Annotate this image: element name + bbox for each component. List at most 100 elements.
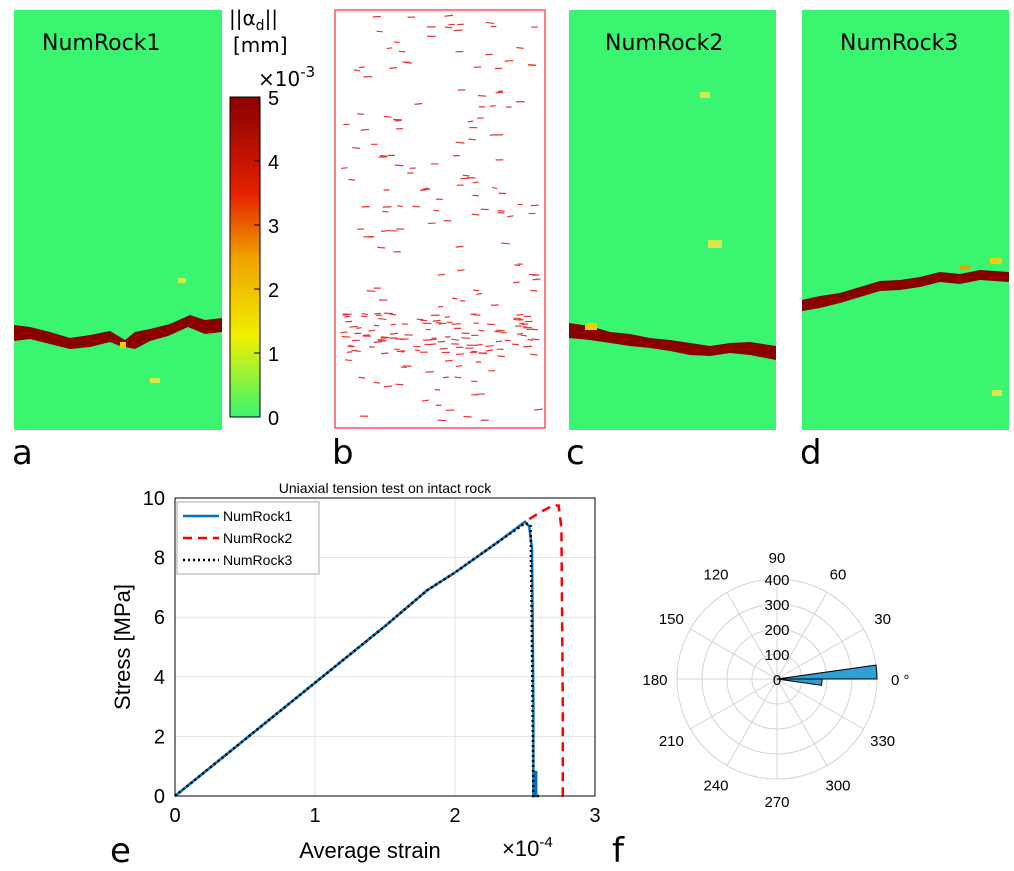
- crack-mark: [445, 360, 453, 361]
- field-background: [569, 10, 776, 430]
- angle-tick-label: 60: [830, 566, 847, 583]
- crack-mark: [512, 344, 519, 345]
- crack-map-frame: [335, 10, 545, 428]
- crack-mark: [445, 27, 452, 28]
- crack-mark: [473, 182, 478, 183]
- angle-tick-label: 150: [659, 611, 684, 628]
- crack-mark: [438, 341, 445, 342]
- chart-legend: NumRock1 NumRock2 NumRock3: [177, 502, 319, 574]
- panel-b-crack-map: b: [332, 10, 545, 473]
- crack-mark: [350, 326, 358, 327]
- crack-mark: [531, 205, 539, 206]
- x-tick-label: 0: [169, 805, 180, 827]
- crack-mark: [496, 341, 502, 342]
- x-tick-label: 1: [309, 805, 320, 827]
- radial-tick-label: 100: [764, 647, 789, 664]
- damage-spot: [585, 323, 597, 330]
- angle-tick-label: 30: [874, 611, 891, 628]
- crack-mark: [361, 129, 369, 130]
- panel-a-title: NumRock1: [42, 31, 160, 56]
- crack-mark: [447, 322, 452, 323]
- polar-spoke: [690, 679, 777, 729]
- polar-bin: [777, 679, 822, 685]
- crack-mark: [497, 211, 504, 212]
- crack-mark: [452, 324, 461, 325]
- crack-mark: [461, 338, 470, 339]
- angle-tick-label: 240: [703, 778, 728, 795]
- crack-mark: [514, 318, 521, 319]
- crack-mark: [367, 291, 376, 292]
- legend-label: NumRock2: [223, 530, 292, 546]
- legend-label: NumRock3: [223, 552, 292, 568]
- crack-mark: [352, 148, 360, 149]
- crack-mark: [463, 416, 471, 417]
- y-axis-label: Stress [MPa]: [110, 584, 135, 710]
- crack-mark: [357, 114, 364, 115]
- damage-spot: [150, 378, 160, 383]
- polar-bin: [777, 665, 877, 679]
- polar-spoke: [777, 679, 827, 766]
- colorbar-tick-label: 4: [268, 152, 279, 174]
- panel-b-letter: b: [332, 433, 354, 473]
- crack-mark: [440, 348, 448, 349]
- x-axis-label: Average strain: [299, 838, 440, 863]
- panel-d-damage-map: NumRock3 d: [800, 10, 1009, 473]
- crack-mark: [479, 330, 485, 331]
- crack-mark: [523, 327, 528, 328]
- colorbar-gradient: [230, 97, 260, 417]
- panel-a-damage-map: NumRock1 a: [12, 10, 222, 473]
- x-tick-label: 2: [449, 805, 460, 827]
- crack-mark: [396, 384, 404, 385]
- crack-mark: [436, 323, 442, 324]
- angle-tick-label: 90: [769, 550, 786, 567]
- damage-spot: [708, 240, 722, 248]
- crack-mark: [497, 356, 505, 357]
- angle-tick-label: 300: [825, 778, 850, 795]
- crack-mark: [415, 350, 420, 351]
- y-tick-label: 4: [154, 667, 165, 689]
- angle-tick-label: 270: [764, 794, 789, 811]
- crack-mark: [429, 339, 437, 340]
- crack-mark: [387, 48, 392, 49]
- y-tick-label: 2: [154, 726, 165, 748]
- crack-mark: [471, 381, 477, 382]
- polar-spoke: [777, 679, 864, 729]
- angle-tick-label: 330: [870, 733, 895, 750]
- panel-e-letter: e: [110, 831, 131, 866]
- radial-tick-label: 0: [773, 672, 781, 689]
- crack-mark: [401, 367, 407, 368]
- crack-mark: [490, 135, 496, 136]
- crack-mark: [398, 351, 405, 352]
- crack-mark: [472, 214, 480, 215]
- crack-mark: [528, 340, 533, 341]
- colorbar-tick-label: 2: [268, 280, 279, 302]
- crack-mark: [434, 210, 440, 211]
- damage-spot: [178, 278, 186, 283]
- crack-mark: [443, 377, 449, 378]
- crack-mark: [404, 63, 412, 64]
- crack-mark: [359, 67, 364, 68]
- crack-mark: [478, 96, 486, 97]
- panel-d-letter: d: [800, 433, 822, 473]
- crack-mark: [496, 92, 503, 93]
- radial-tick-label: 300: [764, 597, 789, 614]
- colorbar-tick-label: 0: [268, 408, 279, 430]
- crack-mark: [422, 323, 431, 324]
- crack-mark: [356, 328, 361, 329]
- crack-mark: [496, 330, 505, 331]
- crack-mark: [355, 351, 361, 352]
- colorbar-tick-label: 5: [268, 88, 279, 110]
- legend-label: NumRock1: [223, 508, 292, 524]
- crack-mark: [394, 42, 400, 43]
- y-tick-label: 0: [154, 786, 165, 808]
- crack-mark: [522, 324, 528, 325]
- panel-f-letter: f: [612, 831, 625, 866]
- crack-mark: [377, 31, 383, 32]
- crack-mark: [445, 317, 450, 318]
- field-background: [14, 10, 222, 430]
